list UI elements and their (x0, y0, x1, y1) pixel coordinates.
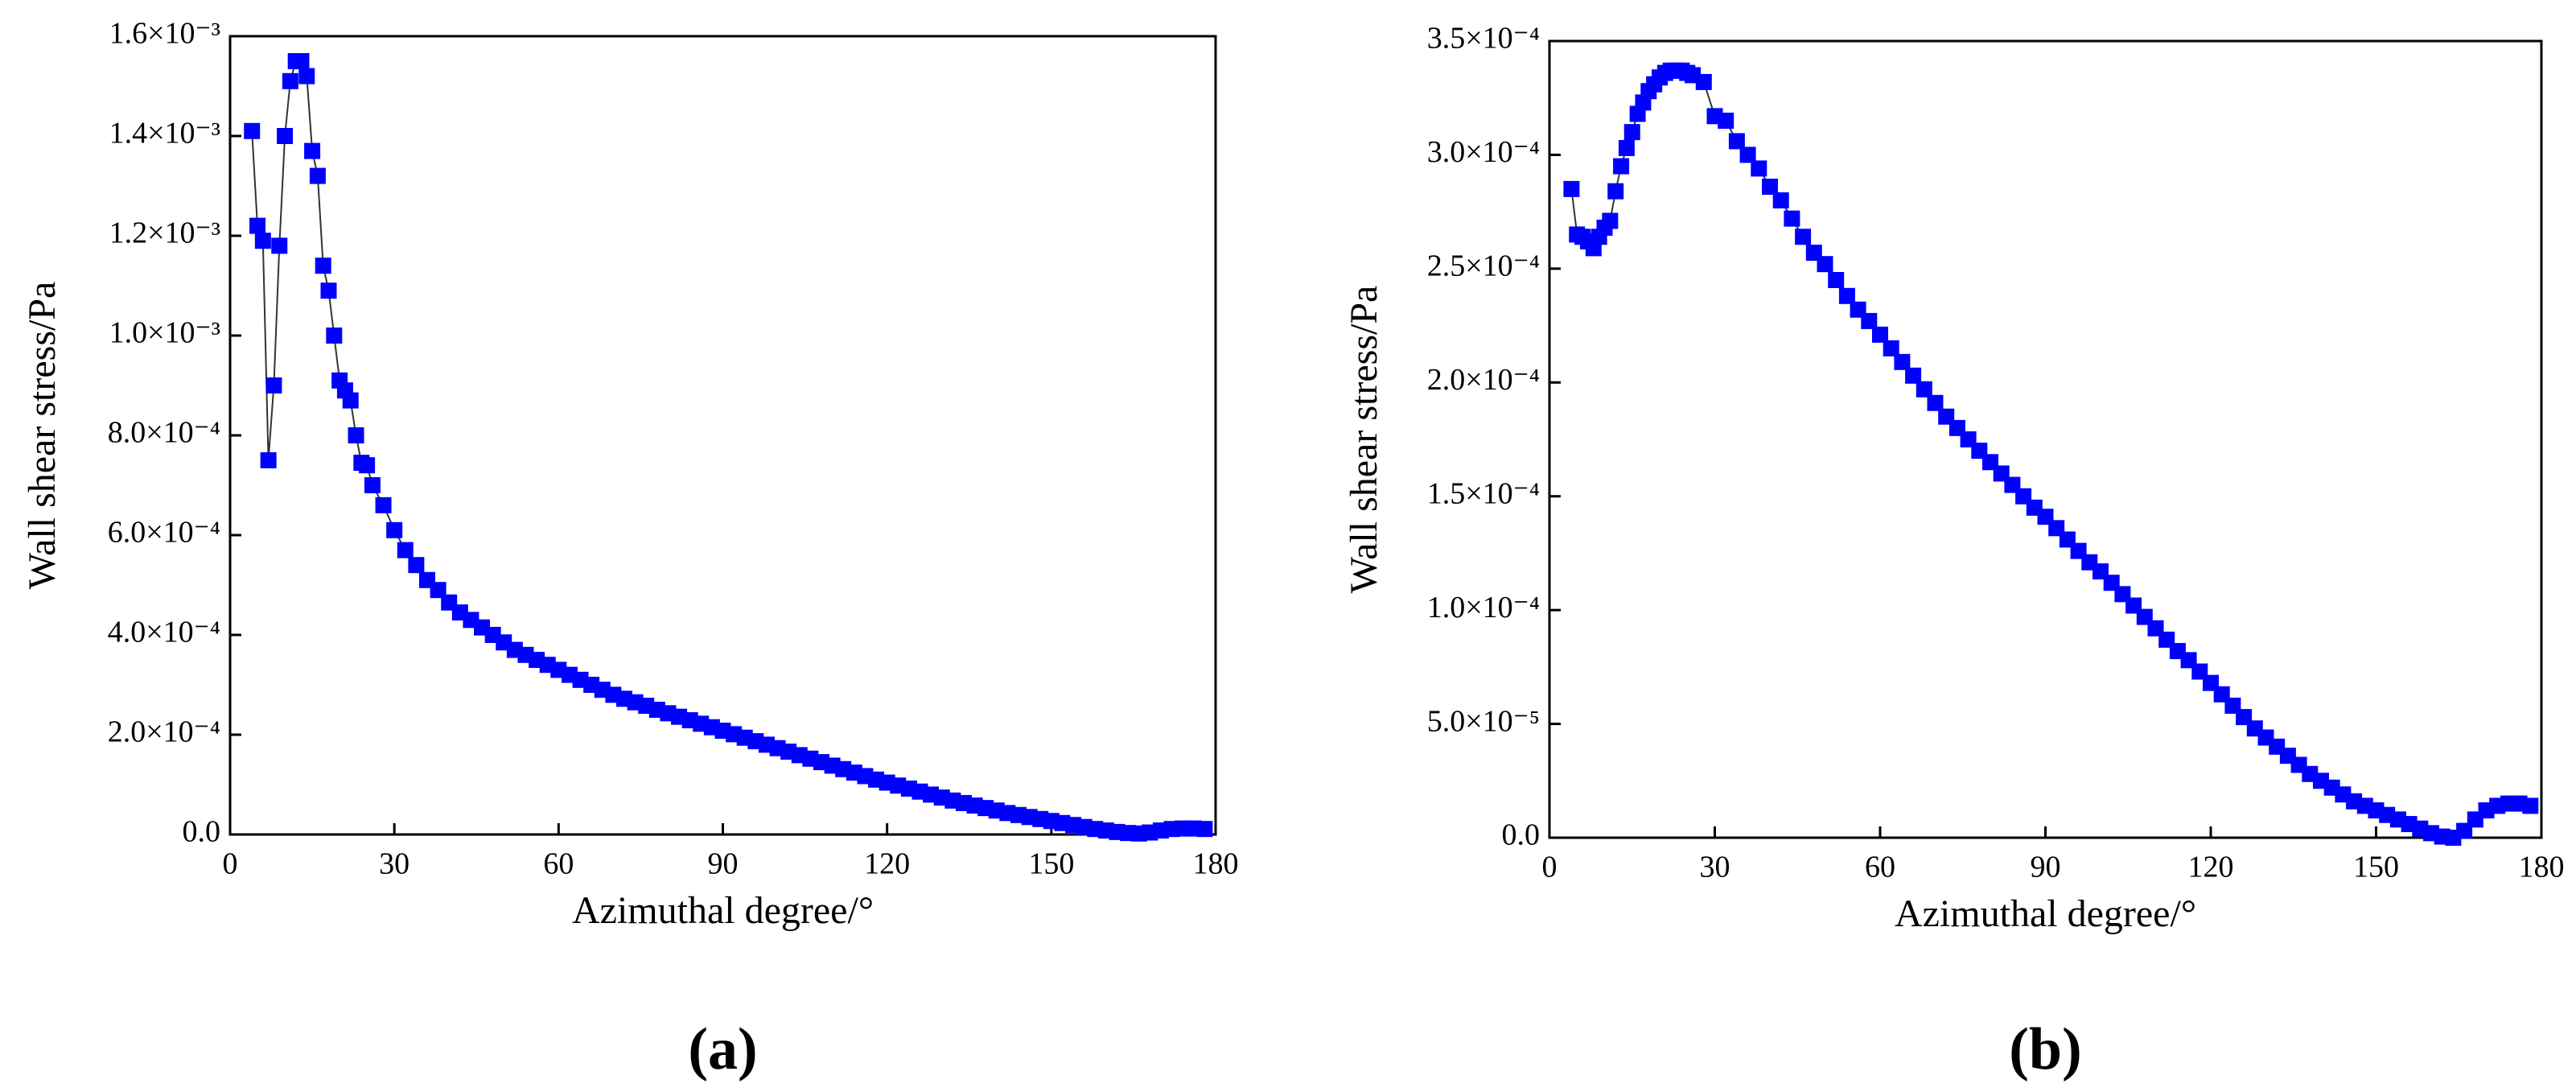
panel-label: (b) (2009, 1016, 2081, 1082)
y-tick-label: 5.0×10⁻⁵ (1427, 704, 1540, 738)
y-tick-label: 8.0×10⁻⁴ (108, 416, 220, 450)
data-point (293, 53, 310, 69)
data-point (1618, 139, 1635, 156)
y-axis-title: Wall shear stress/Pa (1343, 286, 1385, 594)
data-point (1772, 192, 1789, 208)
x-tick-label: 90 (708, 847, 739, 881)
data-point (1563, 180, 1580, 197)
data-point (298, 68, 315, 84)
panel-label: (a) (688, 1016, 757, 1082)
data-point (1728, 133, 1745, 150)
data-line (1570, 69, 2531, 839)
y-tick-label: 3.5×10⁻⁴ (1427, 22, 1540, 56)
data-point (1695, 73, 1712, 90)
data-point (386, 521, 403, 538)
x-tick-label: 120 (2188, 851, 2234, 884)
x-axis-title: Azimuthal degree/° (1895, 892, 2196, 935)
data-point (1718, 113, 1734, 129)
data-point (359, 457, 376, 474)
y-tick-label: 1.6×10⁻³ (109, 17, 220, 51)
data-point (348, 427, 364, 443)
y-tick-label: 1.0×10⁻⁴ (1427, 591, 1540, 624)
y-tick-label: 2.0×10⁻⁴ (1427, 363, 1540, 397)
x-tick-label: 120 (864, 847, 910, 881)
y-tick-label: 1.0×10⁻³ (109, 316, 220, 350)
data-point (430, 582, 446, 599)
y-axis-title: Wall shear stress/Pa (21, 282, 64, 590)
data-point (1927, 394, 1944, 411)
data-point (271, 237, 288, 254)
x-tick-label: 150 (2353, 851, 2399, 884)
data-point (375, 497, 392, 513)
y-tick-label: 2.5×10⁻⁴ (1427, 249, 1540, 283)
data-point (1762, 179, 1778, 196)
data-point (326, 328, 343, 344)
data-point (315, 258, 331, 274)
data-point (320, 282, 337, 299)
data-point (254, 233, 271, 249)
data-point (408, 557, 425, 574)
x-tick-label: 60 (1865, 851, 1895, 884)
data-point (1751, 160, 1767, 177)
data-point (1872, 326, 1888, 343)
x-tick-label: 0 (1542, 851, 1558, 884)
data-point (1817, 256, 1833, 273)
data-point (1784, 210, 1800, 227)
x-tick-label: 150 (1028, 847, 1074, 881)
data-point (1607, 183, 1624, 200)
data-point (1894, 353, 1911, 370)
data-point (1838, 287, 1855, 304)
y-tick-label: 2.0×10⁻⁴ (108, 715, 220, 749)
data-line (251, 60, 1205, 834)
data-point (304, 142, 321, 159)
data-point (1795, 229, 1812, 245)
x-tick-label: 90 (2031, 851, 2061, 884)
data-point (277, 128, 294, 144)
data-point (1883, 340, 1899, 356)
plot-frame (1548, 39, 2543, 839)
x-tick-label: 30 (1700, 851, 1730, 884)
y-tick-label: 3.0×10⁻⁴ (1427, 135, 1540, 169)
data-point (282, 72, 298, 89)
x-axis-title: Azimuthal degree/° (572, 889, 874, 932)
data-point (249, 217, 266, 234)
y-tick-label: 0.0 (1502, 818, 1541, 852)
data-point (1828, 272, 1845, 288)
data-point (1905, 367, 1922, 384)
x-tick-label: 180 (1193, 847, 1239, 881)
x-tick-label: 0 (223, 847, 238, 881)
data-point (364, 477, 381, 493)
data-point (342, 392, 359, 409)
y-tick-label: 4.0×10⁻⁴ (108, 616, 220, 649)
data-point (265, 377, 282, 394)
x-tick-label: 30 (379, 847, 409, 881)
data-point (309, 167, 326, 184)
plot-frame (228, 35, 1217, 836)
data-point (1623, 124, 1640, 141)
data-point (1613, 158, 1630, 175)
data-point (2522, 797, 2539, 814)
data-point (260, 452, 277, 468)
y-tick-label: 1.2×10⁻³ (109, 216, 220, 250)
y-tick-label: 6.0×10⁻⁴ (108, 516, 220, 550)
y-tick-label: 1.5×10⁻⁴ (1427, 476, 1540, 510)
x-tick-label: 60 (543, 847, 574, 881)
y-tick-label: 1.4×10⁻³ (109, 117, 220, 150)
data-point (1739, 146, 1756, 163)
data-point (1602, 212, 1619, 229)
data-point (244, 122, 261, 139)
x-tick-label: 180 (2519, 851, 2565, 884)
data-point (1196, 821, 1213, 838)
data-point (397, 542, 414, 558)
data-point (1916, 381, 1932, 398)
data-point (1861, 312, 1878, 329)
y-tick-label: 0.0 (183, 815, 221, 849)
